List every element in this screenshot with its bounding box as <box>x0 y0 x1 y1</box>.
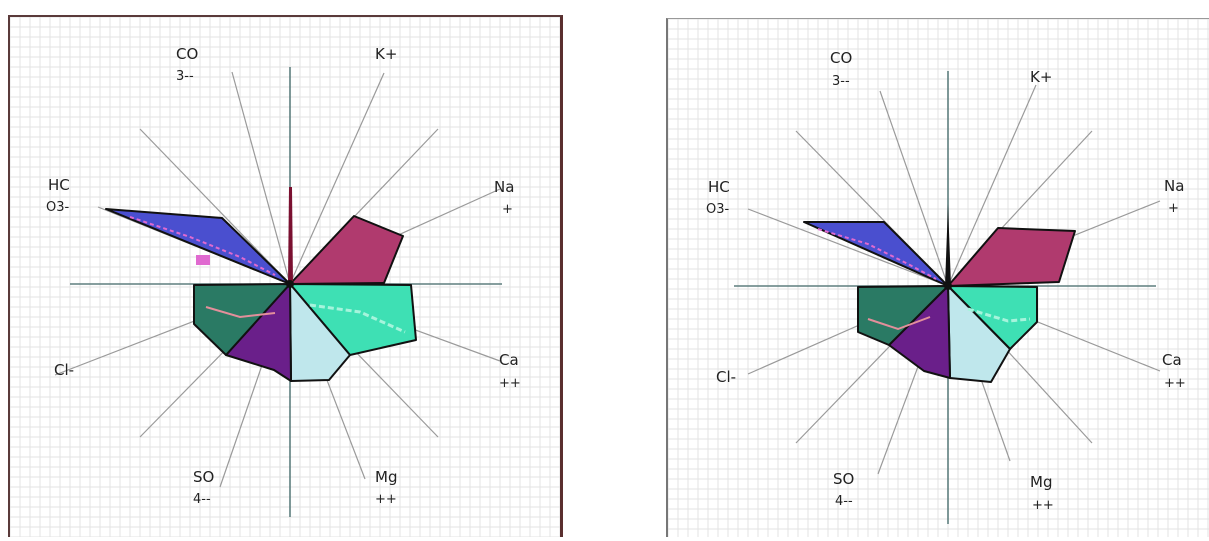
ray-co3 <box>231 71 291 285</box>
central-spike <box>288 187 293 284</box>
label-hco3: HC <box>48 176 70 194</box>
right-diagram-panel: CO 3-- K+ Na + HC O3- Ca ++ Cl- SO 4-- Mg ++ <box>666 18 1209 537</box>
center-point <box>944 282 952 290</box>
left-diagram-panel: CO 3-- K+ Na + HC O3- Ca ++ Cl- SO 4-- Mg ++ <box>8 15 563 538</box>
ion-polygons <box>803 221 1076 383</box>
label-co3: 3-- <box>832 74 850 89</box>
label-so4: SO <box>193 468 214 486</box>
polygon-hco3 <box>803 221 949 287</box>
label-co3: CO <box>176 45 198 63</box>
label-ca: ++ <box>499 376 521 391</box>
label-hco3: HC <box>708 178 730 196</box>
texture <box>129 216 406 334</box>
polygon-na <box>289 215 404 285</box>
ion-labels: CO 3-- K+ Na + HC O3- Ca ++ Cl- SO 4-- Mg ++ <box>46 45 521 507</box>
label-k: K+ <box>1030 68 1052 86</box>
ion-polygons <box>105 208 417 382</box>
texture <box>817 228 1031 331</box>
label-so4: SO <box>833 470 854 488</box>
left-radial-diagram: CO 3-- K+ Na + HC O3- Ca ++ Cl- SO 4-- Mg ++ <box>9 16 561 538</box>
grid <box>9 16 561 538</box>
label-na: Na <box>1164 177 1184 195</box>
polygon-hco3 <box>105 208 291 285</box>
right-radial-diagram: CO 3-- K+ Na + HC O3- Ca ++ Cl- SO 4-- Mg ++ <box>667 18 1209 537</box>
label-hco3: O3- <box>46 200 70 215</box>
ray-k <box>947 84 1037 287</box>
ion-labels: CO 3-- K+ Na + HC O3- Ca ++ Cl- SO 4-- Mg ++ <box>706 49 1186 513</box>
label-na: + <box>1168 201 1179 216</box>
ray-co3 <box>879 90 949 287</box>
label-cl: Cl- <box>716 368 736 386</box>
label-na: + <box>502 202 513 217</box>
label-co3: CO <box>830 49 852 67</box>
label-mg: Mg <box>375 468 397 486</box>
label-mg: ++ <box>1032 498 1054 513</box>
label-cl: Cl- <box>54 361 74 379</box>
polygon-cl <box>193 283 291 356</box>
label-ca: Ca <box>499 351 519 369</box>
label-ca: Ca <box>1162 351 1182 369</box>
label-ca: ++ <box>1164 376 1186 391</box>
label-hco3: O3- <box>706 202 730 217</box>
center-point <box>286 280 294 288</box>
label-co3: 3-- <box>176 69 194 84</box>
label-mg: ++ <box>375 492 397 507</box>
ray-hco3 <box>747 208 949 287</box>
ray-diagonal <box>139 128 291 285</box>
label-k: K+ <box>375 45 397 63</box>
polygon-na <box>947 227 1076 287</box>
label-so4: 4-- <box>835 494 853 509</box>
label-na: Na <box>494 178 514 196</box>
central-spike <box>945 204 951 286</box>
ray-k <box>289 72 385 285</box>
label-so4: 4-- <box>193 492 211 507</box>
label-mg: Mg <box>1030 473 1052 491</box>
